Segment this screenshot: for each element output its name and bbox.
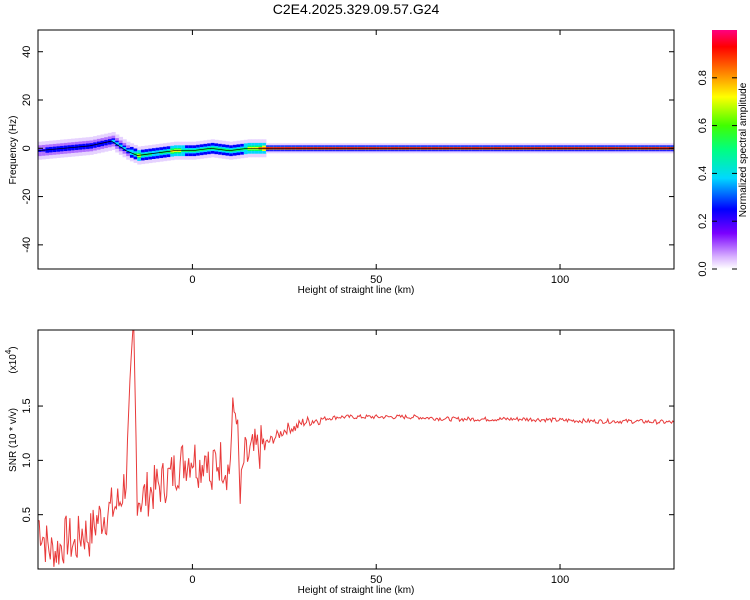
chart-title: C2E4.2025.329.09.57.G24 <box>273 1 440 17</box>
colorbar-tick-label: 0.0 <box>697 261 709 276</box>
colorbar-label: Normalized spectral amplitude <box>738 82 749 217</box>
snr-marks <box>38 330 674 567</box>
spectrogram-x-ticks: 0 50 100 <box>189 30 569 286</box>
snr-multiplier-base: (x10 <box>8 354 19 374</box>
spectrogram-marks <box>38 132 674 165</box>
spectrogram-cell-core <box>115 142 120 145</box>
snr-multiplier: (x104) <box>4 346 19 373</box>
spectrogram-ytick-label: 20 <box>21 94 33 106</box>
spectrogram-cell-core <box>100 142 105 145</box>
colorbar-ticks: 0.0 0.2 0.4 0.6 0.8 <box>697 70 737 277</box>
spectrogram-cell-core <box>122 147 127 150</box>
snr-ytick-label: 1.5 <box>21 398 33 413</box>
spectrogram-cell-core <box>89 144 94 148</box>
snr-xtick-label: 0 <box>189 574 195 586</box>
spectrogram-ylabel: Frequency (Hz) <box>8 116 19 185</box>
spectrogram-ytick-label: 0 <box>21 145 33 151</box>
spectrogram-ytick-label: -20 <box>21 189 33 205</box>
svg-text:(x104): (x104) <box>4 346 19 373</box>
snr-xlabel: Height of straight line (km) <box>298 585 415 596</box>
snr-ylabel: SNR (10 * v/v) <box>8 408 19 472</box>
spectrogram-cell-core <box>118 144 124 148</box>
snr-y-ticks: 0.5 1.0 1.5 <box>21 398 674 522</box>
snr-multiplier-close: ) <box>8 346 19 349</box>
colorbar-gradient <box>712 30 737 269</box>
snr-frame <box>37 329 675 570</box>
spectrogram-xlabel: Height of straight line (km) <box>298 285 415 296</box>
snr-xtick-label: 50 <box>370 574 382 586</box>
snr-x-ticks: 0 50 100 <box>189 330 569 586</box>
spectrogram-cell-core <box>111 139 116 143</box>
spectrogram-ytick-label: -40 <box>21 237 33 253</box>
spectrogram-cell-core <box>133 152 138 156</box>
snr-xtick-label: 100 <box>551 574 569 586</box>
spectrogram-cell-core <box>129 151 135 154</box>
colorbar-tick-label: 0.6 <box>697 118 709 133</box>
spectrogram-ytick-label: 40 <box>21 46 33 58</box>
colorbar-tick-label: 0.2 <box>697 214 709 229</box>
spectrogram-frame <box>37 29 675 270</box>
spectrogram-y-ticks: -40 -20 0 20 40 <box>21 46 674 253</box>
spectrogram-xtick-label: 50 <box>370 274 382 286</box>
spectrogram-cell-core <box>126 149 131 152</box>
snr-series-line <box>38 330 674 567</box>
spectrogram-cell-core <box>96 143 101 146</box>
spectrogram-xtick-label: 100 <box>551 274 569 286</box>
spectrogram-cell-core <box>107 140 113 144</box>
colorbar-tick-label: 0.8 <box>697 70 709 85</box>
snr-panel: 0 50 100 0.5 1.0 1.5 Height of straight line… <box>4 329 675 596</box>
colorbar-tick-label: 0.4 <box>697 166 709 181</box>
spectrogram-ridge-line <box>38 140 674 156</box>
spectrogram-cell-core <box>104 141 109 144</box>
colorbar: 0.0 0.2 0.4 0.6 0.8 Normalized spectral ampl… <box>697 30 749 277</box>
snr-plot-area <box>38 330 674 569</box>
spectrogram-cell-core <box>93 143 98 147</box>
snr-ytick-label: 0.5 <box>21 507 33 522</box>
snr-multiplier-exp: 4 <box>4 349 13 354</box>
spectrogram-panel: 0 50 100 -40 -20 0 20 40 Height of straight li… <box>8 29 675 296</box>
snr-ytick-label: 1.0 <box>21 453 33 468</box>
spectrogram-xtick-label: 0 <box>189 274 195 286</box>
